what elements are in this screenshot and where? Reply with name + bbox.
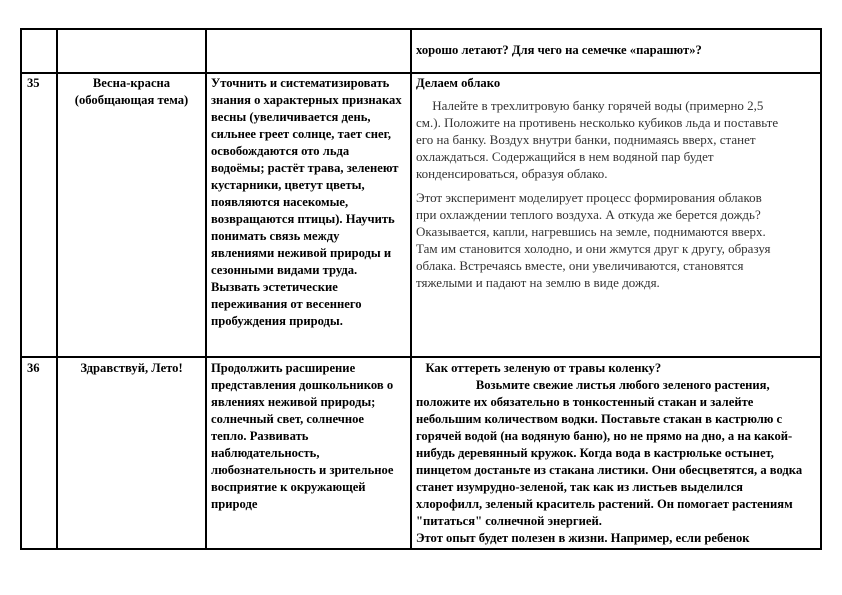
text-line: освобождаются ото льда <box>211 144 350 158</box>
text-line: Уточнить и систематизировать <box>211 76 390 90</box>
text-line: знания о характерных признаках <box>211 93 402 107</box>
text-line: явлениями неживой природы и <box>211 246 392 260</box>
text-line: "питаться" солнечной энергией. <box>416 514 602 528</box>
table-row-continuation: хорошо летают? Для чего на семечке «пара… <box>416 42 702 59</box>
row-35-experiment: Делаем облако Налейте в трехлитровую бан… <box>416 75 778 291</box>
text-line: явлениях неживой природы; <box>211 395 376 409</box>
row-36-theme: Здравствуй, Лето! <box>80 361 183 375</box>
text-line: небольшим количеством водки. Поставьте с… <box>416 412 783 426</box>
text-line: его на банку. Воздух внутри банки, подни… <box>416 132 756 147</box>
row-36-number: 36 <box>27 361 40 375</box>
text-line: природе <box>211 497 258 511</box>
text-line: тяжелыми и падают на землю в виде дождя. <box>416 275 660 290</box>
text-line: Там им становится холодно, и они жмутся … <box>416 241 771 256</box>
row-35-goals: Уточнить и систематизировать знания о хар… <box>211 75 402 330</box>
text-line: солнечный свет, солнечное <box>211 412 364 426</box>
column-divider <box>410 28 412 550</box>
row-divider <box>20 356 822 358</box>
text-line: нибудь деревянный кружок. Когда вода в к… <box>416 446 774 460</box>
text-line: любознательность и зрительное <box>211 463 394 477</box>
text-line: положите их обязательно в тонкостенный с… <box>416 395 754 409</box>
text-line: станет изумрудно-зеленой, так как из лис… <box>416 480 743 494</box>
text-line: конденсироваться, образуя облако. <box>416 166 608 181</box>
text-line: тепло. Развивать <box>211 429 309 443</box>
text-line: возвращаются птицы). Научить <box>211 212 395 226</box>
row-divider <box>20 72 822 74</box>
text-line: пинцетом достаньте из стакана листики. О… <box>416 463 803 477</box>
text-line: горячей водой (на водяную баню), но не п… <box>416 429 793 443</box>
table-border-left <box>20 28 22 550</box>
text-line: облака. Встречаясь вместе, они увеличива… <box>416 258 744 273</box>
row-36-goals: Продолжить расширение представления дошко… <box>211 360 393 513</box>
text-line: Возьмите свежие листья любого зеленого р… <box>416 378 770 392</box>
text-line: Вызвать эстетические <box>211 280 338 294</box>
text-line: появляются насекомые, <box>211 195 349 209</box>
text-line: сезонными видами труда. <box>211 263 358 277</box>
column-divider <box>56 28 58 550</box>
experiment-line: хорошо летают? Для чего на семечке «пара… <box>416 43 702 57</box>
text-line: переживания от весеннего <box>211 297 362 311</box>
row-35-theme: Весна-красна (обобщающая тема) <box>74 76 189 107</box>
text-line: кустарники, цветут цветы, <box>211 178 365 192</box>
text-line: представления дошкольников о <box>211 378 394 392</box>
text-line: см.). Положите на противень несколько ку… <box>416 115 779 130</box>
text-line: охлаждаться. Содержащийся в нем водяной … <box>416 149 714 164</box>
text-line: Налейте в трехлитровую банку горячей вод… <box>416 98 764 113</box>
text-line: наблюдательность, <box>211 446 320 460</box>
table-border-top <box>20 28 822 30</box>
row-35-number: 35 <box>27 76 40 90</box>
text-line: восприятие к окружающей <box>211 480 366 494</box>
text-line: пробуждения природы. <box>211 314 343 328</box>
table-border-right <box>820 28 822 550</box>
text-line: Оказывается, капли, нагревшись на земле,… <box>416 224 766 239</box>
text-line: при охлаждении теплого воздуха. А откуда… <box>416 207 761 222</box>
experiment-title: Делаем облако <box>416 76 501 90</box>
table-border-bottom <box>20 548 822 550</box>
text-line: понимать связь между <box>211 229 340 243</box>
text-line: Этот опыт будет полезен в жизни. Наприме… <box>416 531 750 545</box>
column-divider <box>205 28 207 550</box>
text-line: Продолжить расширение <box>211 361 356 375</box>
row-36-experiment: Как оттереть зеленую от травы коленку? В… <box>416 360 802 547</box>
text-line: весны (увеличивается день, <box>211 110 371 124</box>
experiment-title: Как оттереть зеленую от травы коленку? <box>416 361 662 375</box>
text-line: водоёмы; растёт трава, зеленеют <box>211 161 399 175</box>
text-line: Этот эксперимент моделирует процесс форм… <box>416 190 762 205</box>
text-line: хлорофилл, зеленый краситель растений. О… <box>416 497 793 511</box>
text-line: сильнее греет солнце, тает снег, <box>211 127 392 141</box>
